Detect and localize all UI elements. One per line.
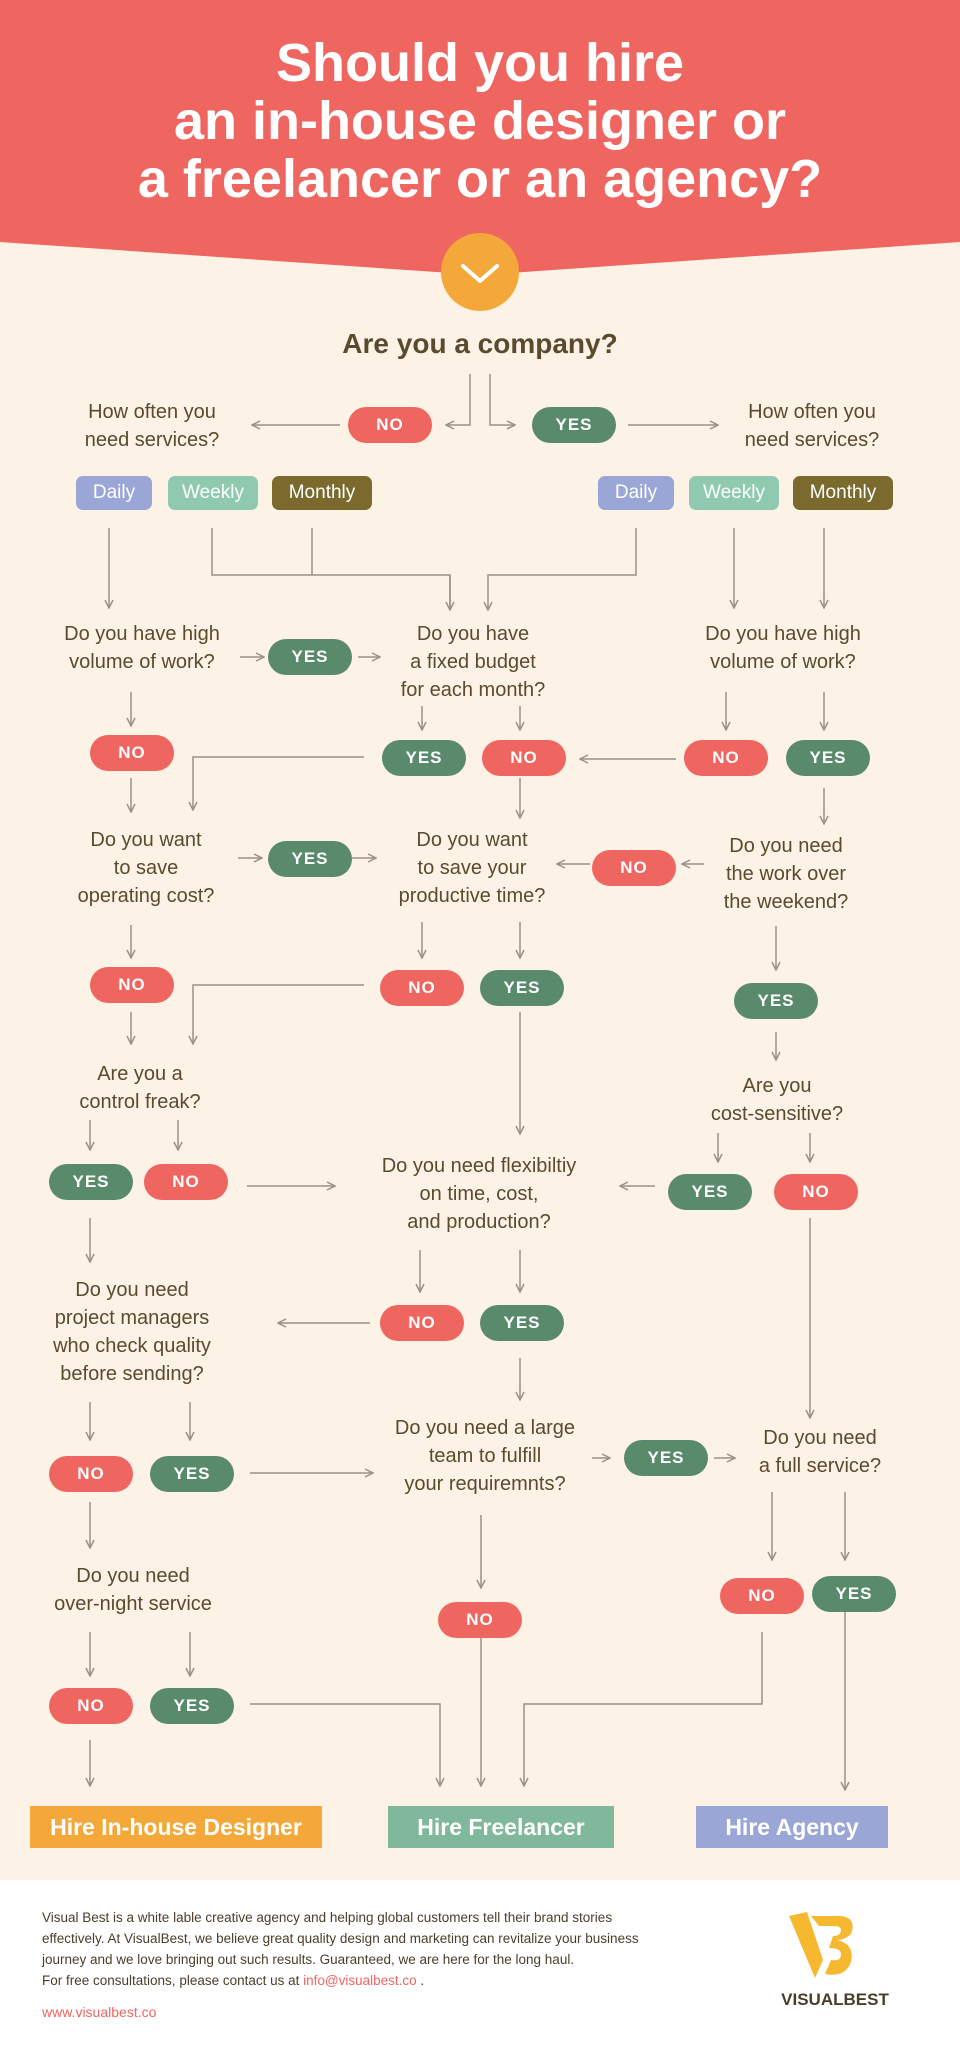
question-high-volume-left: Do you have high volume of work?	[64, 623, 220, 673]
chevron-down-icon	[461, 264, 499, 283]
footer-body: Visual Best is a white lable creative ag…	[42, 1910, 639, 1988]
question-how-often-right: How often you need services?	[744, 401, 880, 451]
title-line-1: Should you hire	[275, 33, 684, 93]
question-control-freak: Are you a control freak?	[79, 1063, 201, 1113]
question-are-you-company: Are you a company?	[342, 328, 618, 359]
save-productive-time-yes: YES	[480, 970, 564, 1006]
result-hire-inhouse: Hire In-house Designer	[30, 1806, 322, 1848]
question-save-operating-cost: Do you want to save operating cost?	[77, 829, 215, 907]
flexibility-yes: YES	[480, 1305, 564, 1341]
large-team-no: NO	[438, 1602, 522, 1638]
result-hire-agency: Hire Agency	[696, 1806, 888, 1848]
save-operating-cost-no: NO	[90, 967, 174, 1003]
company-yes: YES	[532, 407, 616, 443]
high-volume-right-yes: YES	[786, 740, 870, 776]
cost-sensitive-no: NO	[774, 1174, 858, 1210]
high-volume-right-no: NO	[684, 740, 768, 776]
work-weekend-no: NO	[592, 850, 676, 886]
title-line-3: a freelancer or an agency?	[137, 149, 823, 209]
control-freak-no: NO	[144, 1164, 228, 1200]
high-volume-left-no: NO	[90, 735, 174, 771]
header-banner	[0, 0, 960, 275]
company-no: NO	[348, 407, 432, 443]
question-work-weekend: Do you need the work over the weekend?	[723, 835, 849, 913]
save-productive-time-no: NO	[380, 970, 464, 1006]
question-overnight: Do you need over-night service	[54, 1565, 212, 1615]
question-how-often-left: How often you need services?	[84, 401, 220, 451]
footer-description: Visual Best is a white lable creative ag…	[42, 1907, 722, 1991]
tag-monthly-left: Monthly	[272, 476, 372, 510]
question-cost-sensitive: Are you cost-sensitive?	[710, 1075, 844, 1125]
footer-email-suffix: .	[416, 1973, 425, 1988]
overnight-yes: YES	[150, 1688, 234, 1724]
question-save-productive-time: Do you want to save your productive time…	[398, 829, 546, 907]
question-full-service: Do you need a full service?	[758, 1427, 882, 1477]
question-flexibility: Do you need flexibiltiy on time, cost, a…	[381, 1155, 577, 1233]
visualbest-logo-icon	[789, 1912, 853, 1978]
question-high-volume-right: Do you have high volume of work?	[705, 623, 861, 673]
project-managers-yes: YES	[150, 1456, 234, 1492]
fixed-budget-no: NO	[482, 740, 566, 776]
flow-connectors	[0, 374, 960, 1880]
footer-email-link[interactable]: info@visualbest.co	[303, 1973, 417, 1988]
work-weekend-yes: YES	[734, 983, 818, 1019]
overnight-no: NO	[49, 1688, 133, 1724]
visualbest-logo-text: VISUALBEST	[781, 1990, 889, 2009]
full-service-no: NO	[720, 1578, 804, 1614]
tag-weekly-right: Weekly	[689, 476, 779, 510]
control-freak-yes: YES	[49, 1164, 133, 1200]
save-operating-cost-yes: YES	[268, 841, 352, 877]
tag-monthly-right: Monthly	[793, 476, 893, 510]
high-volume-left-yes: YES	[268, 639, 352, 675]
tag-weekly-left: Weekly	[168, 476, 258, 510]
project-managers-no: NO	[49, 1456, 133, 1492]
full-service-yes: YES	[812, 1576, 896, 1612]
tag-daily-left: Daily	[76, 476, 152, 510]
large-team-yes: YES	[624, 1440, 708, 1476]
result-hire-freelancer: Hire Freelancer	[388, 1806, 614, 1848]
footer-website-link[interactable]: www.visualbest.co	[42, 2004, 157, 2020]
footer	[0, 1880, 960, 2048]
question-large-team: Do you need a large team to fulfill your…	[394, 1417, 576, 1495]
tag-daily-right: Daily	[598, 476, 674, 510]
question-fixed-budget: Do you have a fixed budget for each mont…	[400, 623, 546, 701]
flexibility-no: NO	[380, 1305, 464, 1341]
cost-sensitive-yes: YES	[668, 1174, 752, 1210]
chevron-badge	[441, 233, 519, 311]
title-line-2: an in-house designer or	[173, 91, 787, 151]
fixed-budget-yes: YES	[382, 740, 466, 776]
question-project-managers: Do you need project managers who check q…	[53, 1279, 211, 1385]
